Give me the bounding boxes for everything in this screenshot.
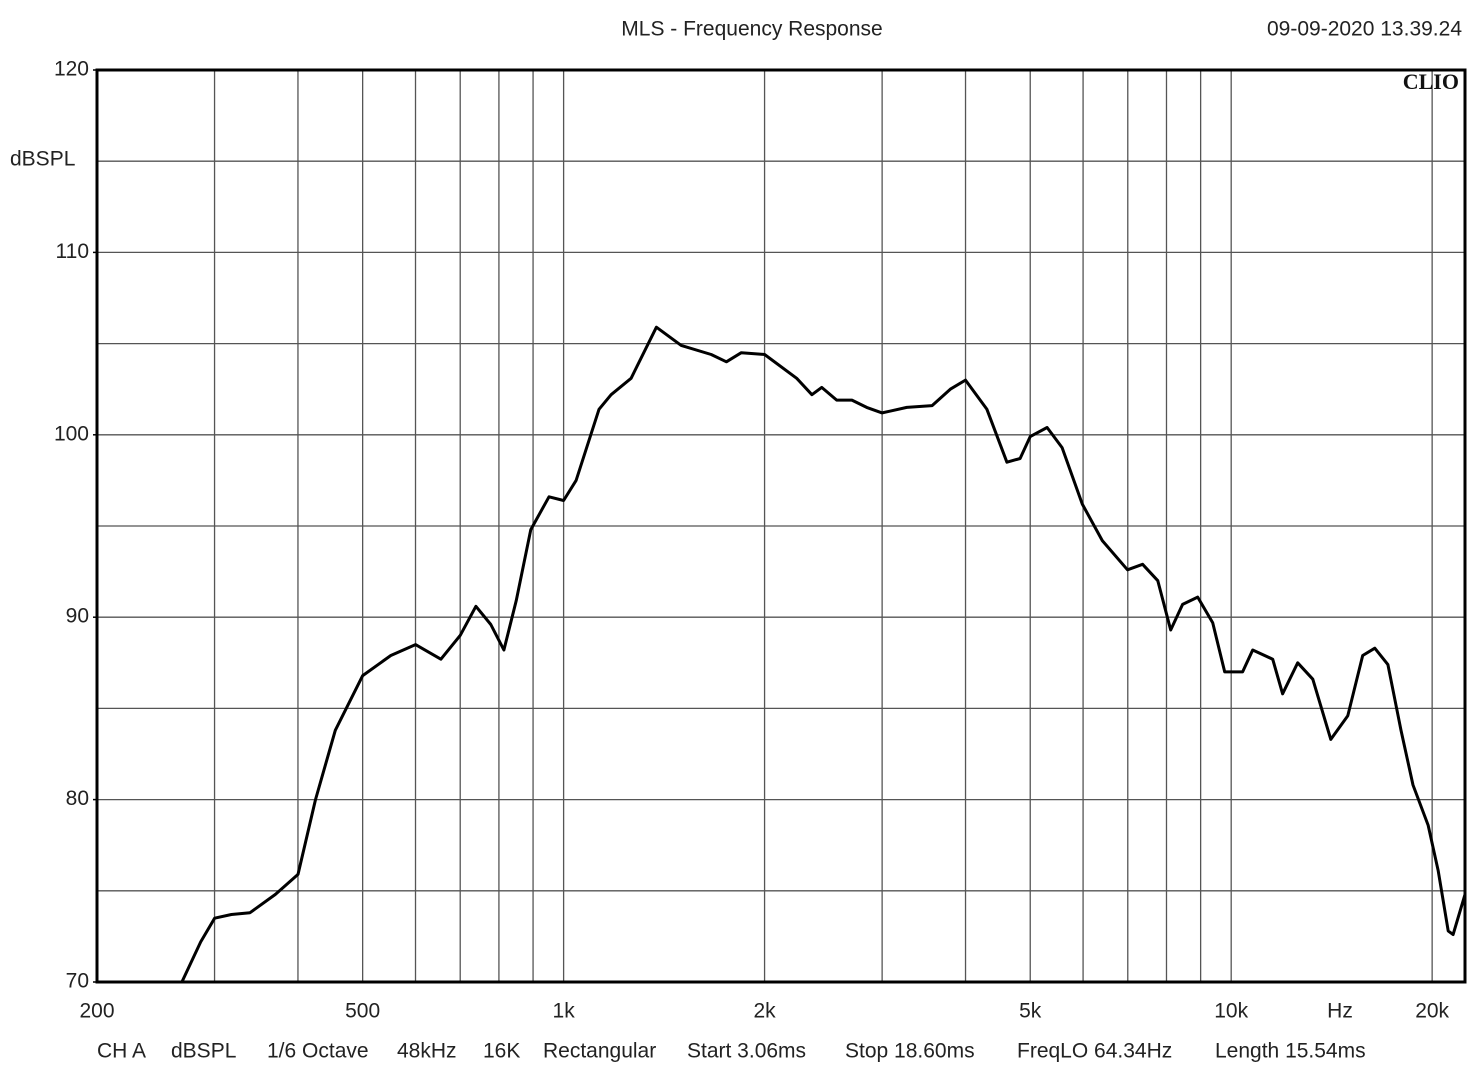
timestamp: 09-09-2020 13.39.24: [1267, 18, 1462, 41]
footer-item: 48kHz: [397, 1040, 457, 1063]
footer-item: FreqLO 64.34Hz: [1017, 1040, 1172, 1063]
footer-item: Stop 18.60ms: [845, 1040, 975, 1063]
chart-title: MLS - Frequency Response: [621, 18, 882, 41]
y-axis-label: dBSPL: [10, 148, 75, 171]
x-tick-label: 2k: [753, 1000, 776, 1023]
y-tick-label: 80: [66, 787, 89, 810]
footer-item: Rectangular: [543, 1040, 656, 1063]
footer-item: Start 3.06ms: [687, 1040, 806, 1063]
brand: CLIO: [1403, 69, 1459, 94]
y-tick-label: 100: [54, 422, 89, 445]
x-tick-label: 5k: [1019, 1000, 1042, 1023]
plot-frame: [95, 68, 1467, 984]
x-tick-label: 1k: [553, 1000, 576, 1023]
footer-item: 1/6 Octave: [267, 1040, 369, 1063]
response-curve: [180, 325, 1467, 983]
x-tick-label: 200: [79, 1000, 114, 1023]
footer-item: Length 15.54ms: [1215, 1040, 1366, 1063]
footer-item: CH A: [97, 1040, 146, 1063]
y-tick-label: 90: [66, 605, 89, 628]
x-tick-label: 20k: [1415, 1000, 1449, 1023]
footer-item: dBSPL: [171, 1040, 236, 1063]
x-axis-label: Hz: [1327, 1000, 1353, 1023]
x-tick-label: 10k: [1214, 1000, 1248, 1023]
y-tick-label: 110: [56, 240, 89, 263]
y-tick-label: 120: [54, 58, 89, 81]
x-tick-label: 500: [345, 1000, 380, 1023]
y-tick-label: 70: [66, 970, 89, 993]
footer-item: 16K: [483, 1040, 520, 1063]
